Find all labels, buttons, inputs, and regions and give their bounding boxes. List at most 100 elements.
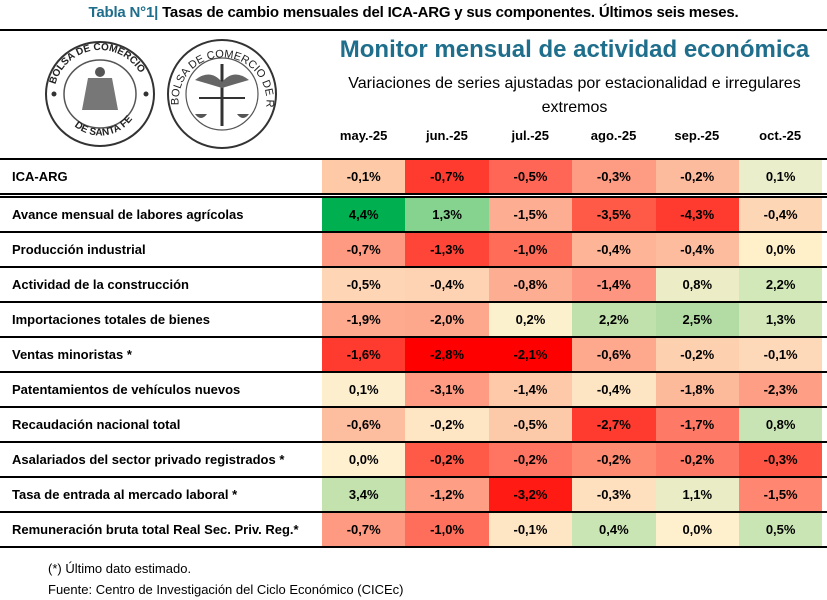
value-cell: 1,1% [655, 478, 739, 511]
value-cell: -1,4% [488, 373, 573, 406]
bolsa-rosario-logo: BOLSA DE COMERCIO DE ROSARIO [165, 38, 277, 149]
row-label: ICA-ARG [12, 169, 68, 184]
row-label: Avance mensual de labores agrícolas [12, 207, 244, 222]
value-cell: 0,8% [655, 268, 739, 301]
value-cell: -3,2% [488, 478, 573, 511]
table-row: Asalariados del sector privado registrad… [0, 441, 827, 476]
column-header: jun.-25 [425, 128, 468, 143]
value-cell: -0,3% [738, 443, 823, 476]
row-label: Producción industrial [12, 242, 146, 257]
value-cell: -1,8% [655, 373, 739, 406]
table-row: Recaudación nacional total -0,6% -0,2% -0,5… [0, 406, 827, 441]
value-cell: -0,4% [405, 268, 489, 301]
value-cell: -1,7% [655, 408, 739, 441]
value-cell: -0,4% [655, 233, 739, 266]
bolsa-santa-fe-logo: BOLSA DE COMERCIO DE SANTA FE [45, 41, 155, 147]
value-cell: -0,4% [738, 198, 823, 231]
column-header: jul.-25 [511, 128, 550, 143]
value-cell: 0,5% [738, 513, 823, 546]
value-cell: -0,1% [738, 338, 823, 371]
value-cell: -0,8% [488, 268, 573, 301]
value-cell: -2,8% [405, 338, 489, 371]
value-cell: 2,5% [655, 303, 739, 336]
value-cell: -0,6% [572, 338, 656, 371]
column-header: oct.-25 [759, 128, 802, 143]
value-cell: -2,3% [738, 373, 823, 406]
table-row: Tasa de entrada al mercado laboral * 3,4%… [0, 476, 827, 511]
value-cell: -0,7% [405, 160, 489, 193]
value-cell: -0,1% [488, 513, 573, 546]
value-cell: 0,8% [738, 408, 823, 441]
footnote-source: Fuente: Centro de Investigación del Cicl… [48, 582, 404, 597]
value-cell: 0,0% [322, 443, 406, 476]
value-cell: -4,3% [655, 198, 739, 231]
value-cell: -0,4% [572, 373, 656, 406]
table-row: Patentamientos de vehículos nuevos 0,1% -3… [0, 371, 827, 406]
value-cell: -3,5% [572, 198, 656, 231]
value-cell: -0,2% [405, 408, 489, 441]
value-cell: 1,3% [405, 198, 489, 231]
row-label: Patentamientos de vehículos nuevos [12, 382, 241, 397]
value-cell: 2,2% [572, 303, 656, 336]
value-cell: 0,0% [738, 233, 823, 266]
value-cell: 0,1% [738, 160, 823, 193]
value-cell: 4,4% [322, 198, 406, 231]
row-label: Actividad de la construcción [12, 277, 189, 292]
svg-text:DE SANTA FE: DE SANTA FE [72, 114, 135, 139]
value-cell: -0,4% [572, 233, 656, 266]
value-cell: -0,3% [572, 478, 656, 511]
value-cell: 0,0% [655, 513, 739, 546]
value-cell: -0,5% [488, 160, 573, 193]
column-headers: may.-25 jun.-25 jul.-25 ago.-25 sep.-25 … [322, 128, 822, 143]
row-label: Importaciones totales de bienes [12, 312, 210, 327]
monitor-title: Monitor mensual de actividad económica [339, 36, 810, 63]
value-cell: -2,1% [488, 338, 573, 371]
footnotes: (*) Último dato estimado. Fuente: Centro… [48, 558, 404, 600]
column-header: sep.-25 [674, 128, 720, 143]
row-label: Ventas minoristas * [12, 347, 132, 362]
row-label: Remuneración bruta total Real Sec. Priv.… [12, 522, 299, 537]
column-header: ago.-25 [590, 128, 637, 143]
table-row: Actividad de la construcción -0,5% -0,4% -0… [0, 266, 827, 301]
value-cell: -0,5% [322, 268, 406, 301]
value-cell: -1,5% [738, 478, 823, 511]
column-header: may.-25 [339, 128, 388, 143]
value-cell: -0,2% [405, 443, 489, 476]
value-cell: -0,2% [655, 443, 739, 476]
value-cell: -1,3% [405, 233, 489, 266]
value-cell: -1,4% [572, 268, 656, 301]
value-cell: -0,5% [488, 408, 573, 441]
table-caption: Tasas de cambio mensuales del ICA-ARG y … [158, 4, 739, 21]
table-row: ICA-ARG -0,1% -0,7% -0,5% -0,3% -0,2% 0,1% [0, 158, 827, 193]
value-cell: -1,0% [405, 513, 489, 546]
value-cell: -1,5% [488, 198, 573, 231]
value-cell: -0,3% [572, 160, 656, 193]
value-cell: -2,7% [572, 408, 656, 441]
value-cell: 0,2% [488, 303, 573, 336]
table-row: Producción industrial -0,7% -1,3% -1,0% -0,4… [0, 231, 827, 266]
table-row: Remuneración bruta total Real Sec. Priv.… [0, 511, 827, 548]
row-label: Tasa de entrada al mercado laboral * [12, 487, 238, 502]
value-cell: 1,3% [738, 303, 823, 336]
row-label: Recaudación nacional total [12, 417, 181, 432]
table-title: Tabla N°1| Tasas de cambio mensuales del… [0, 4, 827, 21]
value-cell: -0,2% [655, 338, 739, 371]
value-cell: -2,0% [405, 303, 489, 336]
value-cell: -0,7% [322, 233, 406, 266]
value-cell: -0,1% [322, 160, 406, 193]
value-cell: -0,2% [488, 443, 573, 476]
value-cell: 2,2% [738, 268, 823, 301]
value-cell: 0,1% [322, 373, 406, 406]
table-row: Importaciones totales de bienes -1,9% -2,0… [0, 301, 827, 336]
table-number: Tabla N°1| [88, 4, 159, 21]
value-cell: 3,4% [322, 478, 406, 511]
divider [0, 29, 827, 31]
value-cell: -0,7% [322, 513, 406, 546]
value-cell: -1,0% [488, 233, 573, 266]
value-cell: -0,6% [322, 408, 406, 441]
table-row: Avance mensual de labores agrícolas 4,4% 1… [0, 193, 827, 231]
data-table: ICA-ARG -0,1% -0,7% -0,5% -0,3% -0,2% 0,1% Avan… [0, 158, 827, 548]
subtitle: Variaciones de series ajustadas por esta… [348, 75, 801, 116]
value-cell: -0,2% [572, 443, 656, 476]
value-cell: -1,6% [322, 338, 406, 371]
